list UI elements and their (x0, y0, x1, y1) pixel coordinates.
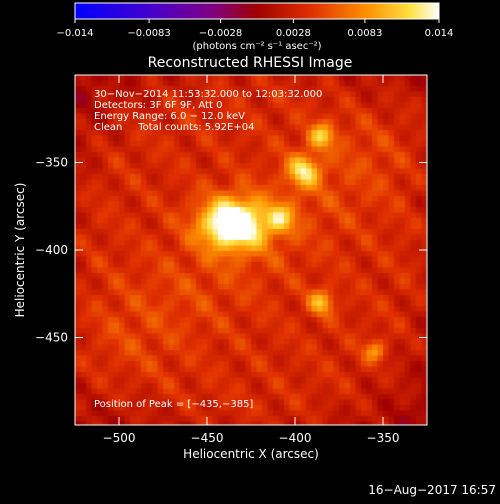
annotation-block: 30−Nov−2014 11:53:32.000 to 12:03:32.000… (94, 89, 322, 133)
image-area (75, 75, 427, 425)
x-tick-label: −350 (367, 431, 400, 445)
colorbar-tick-label: 0.0028 (276, 28, 311, 39)
y-axis-ticks: −350 −400 −450 (35, 156, 427, 345)
annotation-energy: Energy Range: 6.0 − 12.0 keV (94, 111, 245, 122)
y-tick-label: −350 (35, 156, 68, 170)
x-axis-ticks: −500 −450 −400 −350 (103, 75, 400, 445)
annotation-counts: Clean Total counts: 5.92E+04 (94, 122, 254, 133)
colorbar-gradient (74, 2, 440, 20)
colorbar-tick-label: 0.014 (425, 28, 454, 39)
heatmap-canvas (75, 75, 427, 425)
x-tick-label: −400 (279, 431, 312, 445)
footer-date: 16−Aug−2017 16:57 (368, 483, 496, 497)
y-tick-label: −450 (35, 331, 68, 345)
y-axis-label: Heliocentric Y (arcsec) (13, 183, 27, 318)
y-tick-label: −400 (35, 243, 68, 257)
chart-title: Reconstructed RHESSI Image (148, 55, 353, 71)
x-tick-label: −450 (191, 431, 224, 445)
annotation-detectors: Detectors: 3F 6F 9F, Att 0 (94, 100, 222, 111)
colorbar-tick-label: −0.0028 (199, 28, 242, 39)
peak-position-label: Position of Peak = [−435,−385] (94, 399, 253, 410)
x-axis-label: Heliocentric X (arcsec) (183, 447, 319, 461)
annotation-time: 30−Nov−2014 11:53:32.000 to 12:03:32.000 (94, 89, 322, 100)
colorbar-ticks: −0.014 −0.0083 −0.0028 0.0028 0.0083 0.014 (56, 19, 453, 39)
colorbar-tick-label: 0.0083 (347, 28, 382, 39)
colorbar-label: (photons cm⁻² s⁻¹ asec⁻²) (192, 41, 321, 52)
colorbar-tick-label: −0.014 (56, 28, 93, 39)
colorbar-tick-label: −0.0083 (127, 28, 170, 39)
colorbar: −0.014 −0.0083 −0.0028 0.0028 0.0083 0.014 (p… (56, 2, 453, 52)
x-tick-label: −500 (103, 431, 136, 445)
